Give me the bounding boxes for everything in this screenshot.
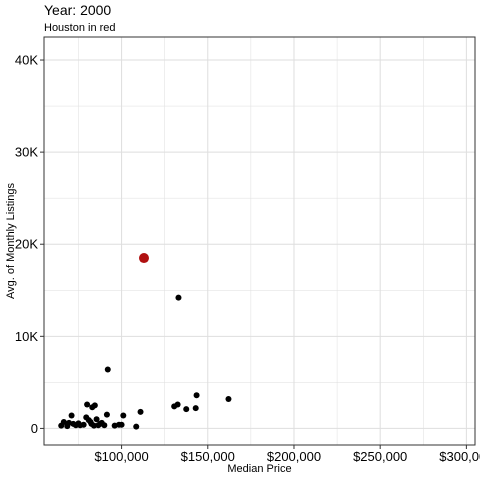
grid-lines bbox=[44, 37, 475, 445]
data-point bbox=[192, 405, 199, 412]
x-axis-title: Median Price bbox=[227, 463, 291, 475]
plot-panel-border bbox=[43, 36, 476, 446]
data-point bbox=[101, 422, 108, 429]
data-point bbox=[80, 421, 87, 428]
x-axis-ticks: $100,000 $150,000 $200,000 $250,000 $300,000 bbox=[94, 445, 480, 464]
highlight-point-houston bbox=[138, 253, 149, 264]
data-points bbox=[58, 253, 232, 430]
data-point bbox=[60, 418, 67, 425]
x-tick-label: $250,000 bbox=[353, 449, 407, 464]
x-tick-label: $100,000 bbox=[94, 449, 148, 464]
y-tick-label: 10K bbox=[15, 329, 38, 344]
x-tick-label: $300,000 bbox=[439, 449, 480, 464]
data-point bbox=[104, 366, 111, 373]
y-axis-title: Avg. of Monthly Listings bbox=[5, 183, 17, 299]
y-tick-label: 20K bbox=[15, 237, 38, 252]
data-point bbox=[84, 401, 91, 408]
data-point bbox=[68, 412, 75, 419]
data-point bbox=[174, 401, 181, 408]
data-point bbox=[120, 412, 127, 419]
data-point bbox=[193, 392, 200, 399]
y-tick-label: 30K bbox=[15, 145, 38, 160]
data-point bbox=[137, 408, 144, 415]
chart-subtitle: Houston in red bbox=[44, 22, 116, 34]
data-point bbox=[91, 402, 98, 409]
data-point bbox=[175, 294, 182, 301]
data-point bbox=[133, 423, 140, 430]
data-point bbox=[93, 416, 100, 423]
data-point bbox=[103, 411, 110, 418]
data-point bbox=[183, 406, 190, 413]
x-tick-label: $150,000 bbox=[181, 449, 235, 464]
y-tick-label: 0 bbox=[31, 421, 38, 436]
data-point bbox=[225, 395, 232, 402]
data-point bbox=[118, 421, 125, 428]
y-tick-label: 40K bbox=[15, 53, 38, 68]
x-tick-label: $200,000 bbox=[267, 449, 321, 464]
y-axis-ticks: 0 10K 20K 30K 40K bbox=[15, 53, 44, 436]
chart-title: Year: 2000 bbox=[44, 2, 111, 18]
